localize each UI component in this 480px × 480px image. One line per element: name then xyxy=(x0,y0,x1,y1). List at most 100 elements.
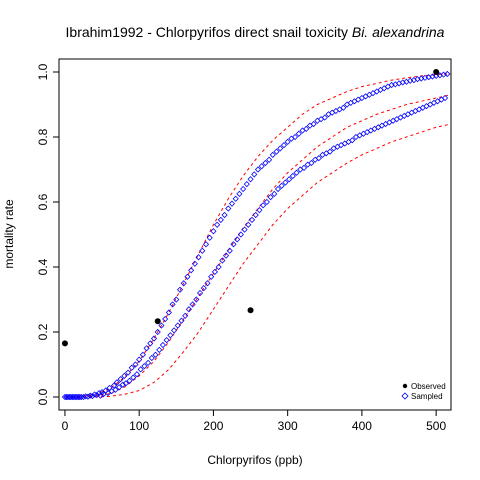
confidence-band-lines xyxy=(64,73,452,398)
sampled-point xyxy=(219,257,226,264)
observed-point xyxy=(154,318,161,325)
sampled-point xyxy=(163,337,170,344)
sampled-point xyxy=(195,254,202,261)
sampled-point xyxy=(117,376,124,383)
sampled-point xyxy=(245,221,252,228)
sampled-point xyxy=(315,155,322,162)
observed-points xyxy=(61,69,440,347)
observed-point xyxy=(61,340,68,347)
middle-band-line xyxy=(64,94,452,398)
x-axis-label: Chlorpyrifos (ppb) xyxy=(207,453,302,467)
sampled-point xyxy=(248,216,256,223)
sampled-point xyxy=(340,104,347,111)
sampled-point xyxy=(210,228,217,235)
y-tick-label: 0.6 xyxy=(36,193,50,210)
legend: Observed Sampled xyxy=(401,382,446,401)
sampled-point xyxy=(243,181,250,188)
sampled-point xyxy=(113,379,120,386)
sampled-point xyxy=(165,309,172,316)
sampled-point xyxy=(228,200,236,207)
sampled-point xyxy=(308,159,315,167)
sampled-point xyxy=(139,351,146,358)
plot-frame xyxy=(58,58,452,411)
sampled-point xyxy=(137,366,144,373)
sampled-point xyxy=(266,156,273,163)
y-axis: 0.0 0.2 0.4 0.6 0.8 1.0 xyxy=(36,63,59,405)
sampled-point xyxy=(293,169,300,176)
sampled-point xyxy=(237,231,244,238)
sampled-point xyxy=(204,280,211,287)
sampled-point xyxy=(121,372,128,379)
y-tick-label: 0.4 xyxy=(36,258,50,275)
sampled-point xyxy=(128,364,135,371)
sampled-point xyxy=(124,369,132,376)
sampled-point xyxy=(167,332,174,339)
x-tick-label: 0 xyxy=(62,419,69,433)
x-tick-label: 200 xyxy=(203,419,223,433)
sampled-points xyxy=(61,70,451,401)
sampled-point xyxy=(206,234,213,241)
observed-point xyxy=(433,69,440,75)
sampled-point xyxy=(214,221,221,228)
sampled-point xyxy=(148,354,155,362)
legend-sampled-marker xyxy=(401,392,409,400)
y-tick-label: 0.0 xyxy=(36,388,50,405)
legend-observed-label: Observed xyxy=(411,382,446,391)
sampled-point xyxy=(247,176,254,183)
sampled-point xyxy=(226,247,233,254)
sampled-point xyxy=(289,172,296,180)
sampled-point xyxy=(254,166,262,173)
chart-title-main: Ibrahim1992 - Chlorpyrifos direct snail … xyxy=(66,24,352,40)
sampled-point xyxy=(271,190,278,197)
sampled-point xyxy=(280,142,288,149)
sampled-point xyxy=(93,391,100,399)
sampled-point xyxy=(273,148,280,155)
sampled-point xyxy=(230,241,237,248)
sampled-point xyxy=(202,241,210,248)
sampled-point xyxy=(251,171,258,178)
sampled-point xyxy=(444,70,451,78)
y-tick-label: 1.0 xyxy=(36,63,50,80)
sampled-point xyxy=(130,374,137,381)
observed-point xyxy=(247,307,254,314)
sampled-point xyxy=(200,285,207,292)
sampled-point xyxy=(236,190,243,197)
sampled-point xyxy=(292,133,299,141)
sampled-point xyxy=(96,390,103,397)
sampled-point xyxy=(116,384,123,391)
sampled-point xyxy=(158,322,165,329)
x-tick-label: 500 xyxy=(426,419,446,433)
sampled-point xyxy=(112,386,119,393)
sampled-point xyxy=(122,380,129,387)
sampled-point xyxy=(215,263,222,271)
sampled-point xyxy=(211,268,218,275)
sampled-point xyxy=(191,260,198,267)
sampled-point xyxy=(159,341,167,349)
sampled-point xyxy=(104,390,112,397)
sampled-point xyxy=(188,267,195,274)
sampled-point xyxy=(284,138,291,145)
sampled-point xyxy=(234,236,241,243)
sampled-point xyxy=(258,163,265,170)
sampled-point xyxy=(310,120,317,128)
sampled-point xyxy=(176,286,184,293)
sampled-point xyxy=(162,315,169,323)
sampled-point xyxy=(252,211,259,219)
sampled-point xyxy=(263,198,270,206)
sampled-point xyxy=(173,296,180,303)
lower-band-line xyxy=(64,123,452,398)
sampled-point xyxy=(182,312,189,319)
upper-band-line xyxy=(64,73,452,398)
sampled-point xyxy=(174,322,181,329)
sampled-point xyxy=(154,328,161,336)
sampled-point xyxy=(277,145,284,152)
sampled-point xyxy=(278,182,285,189)
sampled-point xyxy=(262,159,269,167)
legend-sampled-label: Sampled xyxy=(411,392,443,401)
sampled-point xyxy=(143,345,150,352)
sampled-point xyxy=(196,289,204,297)
sampled-point xyxy=(178,317,185,324)
sampled-point xyxy=(274,185,282,193)
y-tick-label: 0.8 xyxy=(36,128,50,145)
